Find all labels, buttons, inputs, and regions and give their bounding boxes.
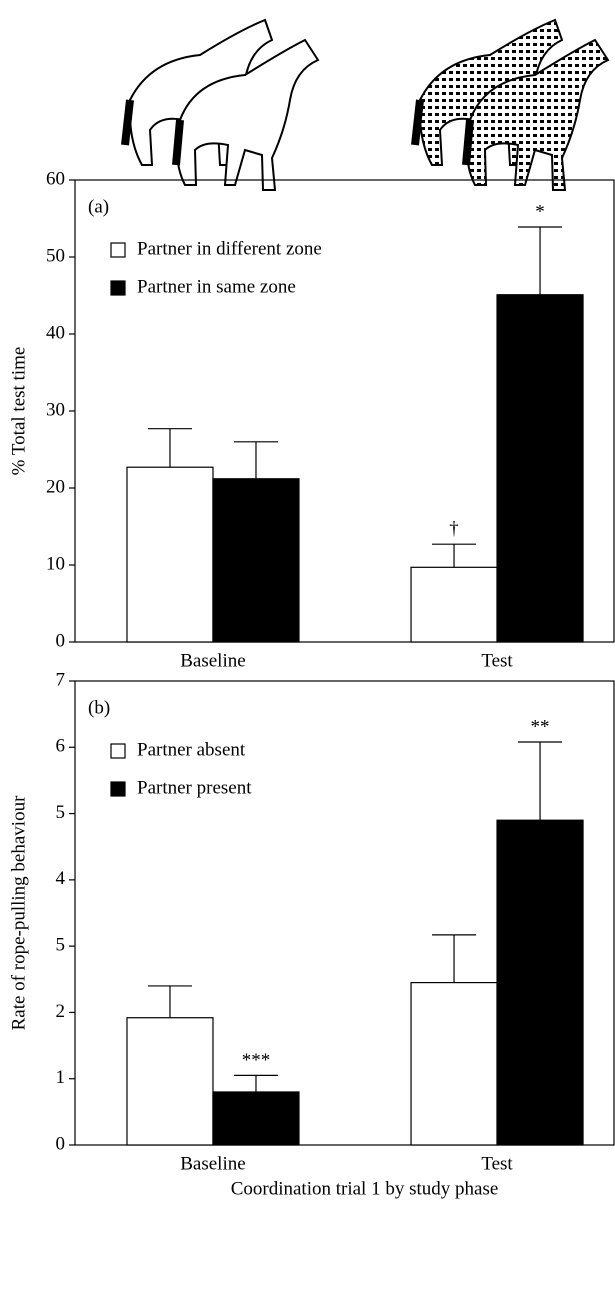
legend-swatch bbox=[110, 242, 126, 258]
significance-label: * bbox=[535, 201, 545, 222]
y-tick-label: 60 bbox=[46, 168, 65, 189]
bar bbox=[410, 981, 498, 1146]
y-tick-label: 4 bbox=[56, 868, 66, 889]
y-tick-label: 50 bbox=[46, 245, 65, 266]
x-tick-label: Baseline bbox=[180, 650, 245, 671]
legend-swatch bbox=[110, 743, 126, 759]
bar bbox=[126, 466, 214, 643]
legend-swatch bbox=[110, 280, 126, 296]
y-tick-label: 40 bbox=[46, 322, 65, 343]
hyena-illustration-spotted bbox=[411, 18, 610, 191]
legend-label: Partner in different zone bbox=[137, 238, 322, 259]
legend-label: Partner in same zone bbox=[137, 276, 296, 297]
y-tick-label: 5 bbox=[56, 935, 66, 956]
y-tick-label: 5 bbox=[56, 802, 66, 823]
x-axis-label: Coordination trial 1 by study phase bbox=[231, 1178, 499, 1199]
y-tick-label: 20 bbox=[46, 476, 65, 497]
legend-label: Partner absent bbox=[137, 739, 246, 760]
significance-label: *** bbox=[242, 1050, 271, 1071]
bar bbox=[126, 1017, 214, 1146]
bar bbox=[212, 478, 300, 643]
x-tick-label: Test bbox=[481, 1153, 513, 1174]
y-tick-label: 1 bbox=[56, 1067, 66, 1088]
y-axis-label: % Total test time bbox=[8, 347, 29, 476]
y-tick-label: 0 bbox=[56, 630, 66, 651]
y-axis-label: Rate of rope-pulling behaviour bbox=[8, 795, 29, 1030]
y-tick-label: 0 bbox=[56, 1133, 66, 1154]
hyena-illustration-plain bbox=[121, 18, 320, 191]
panel-label: (a) bbox=[88, 196, 109, 217]
y-tick-label: 30 bbox=[46, 399, 65, 420]
bar bbox=[212, 1091, 300, 1146]
bar bbox=[496, 294, 584, 643]
y-tick-label: 2 bbox=[56, 1001, 66, 1022]
y-tick-label: 6 bbox=[56, 736, 66, 757]
x-tick-label: Test bbox=[481, 650, 513, 671]
y-tick-label: 10 bbox=[46, 553, 65, 574]
x-tick-label: Baseline bbox=[180, 1153, 245, 1174]
bar bbox=[410, 566, 498, 643]
panel-label: (b) bbox=[88, 697, 110, 718]
legend-swatch bbox=[110, 781, 126, 797]
y-tick-label: 7 bbox=[56, 669, 66, 690]
plot-frame bbox=[74, 680, 615, 1146]
bar bbox=[496, 819, 584, 1146]
legend-label: Partner present bbox=[137, 777, 252, 798]
significance-label: † bbox=[449, 519, 459, 540]
significance-label: ** bbox=[531, 716, 550, 737]
